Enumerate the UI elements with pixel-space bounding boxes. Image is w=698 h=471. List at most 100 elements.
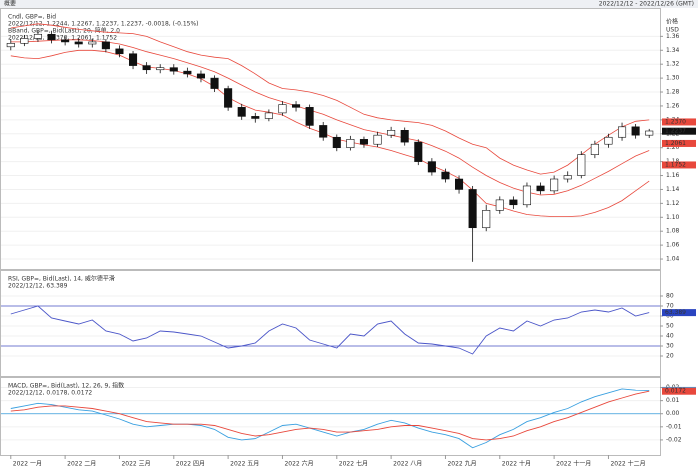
- candle-body: [264, 112, 273, 119]
- price-panel: [0, 8, 661, 270]
- candle-body: [278, 104, 287, 114]
- price-tag: [662, 118, 696, 126]
- legend-text: BBand, GBP=, Bid(Last), 20, 简单, 2.0: [8, 27, 120, 35]
- price-tag-label: 1.1752: [665, 161, 686, 168]
- candle-body: [210, 77, 219, 89]
- y-tick-label: -0.02: [666, 436, 682, 443]
- candle-body: [20, 38, 29, 44]
- x-tick-label: 2022 二月: [67, 461, 96, 468]
- candle-body: [251, 116, 260, 119]
- price-tag: [662, 127, 696, 135]
- candle-body: [400, 130, 409, 143]
- bollinger-band: [10, 23, 650, 175]
- candle-body: [468, 189, 477, 229]
- candle-body: [224, 88, 233, 108]
- y-tick-label: -0.01: [666, 423, 682, 430]
- price-tag-label: 1.2061: [665, 140, 686, 147]
- y-tick-label: 30: [666, 343, 674, 350]
- candle-body: [604, 136, 613, 145]
- candle-body: [156, 67, 165, 71]
- axis-label: 价格: [666, 18, 678, 26]
- candle-body: [115, 48, 124, 55]
- y-tick-label: 0.00: [666, 410, 680, 417]
- legend-text: RSI, GBP=, Bid(Last), 14, 威尔德平滑: [8, 275, 115, 283]
- y-tick-label: 50: [666, 323, 674, 330]
- y-tick-label: 1.16: [666, 172, 680, 179]
- y-tick-label: 1.14: [666, 186, 680, 193]
- x-tick-label: 2022 十二月: [610, 460, 645, 468]
- candle-body: [522, 185, 531, 206]
- y-tick-label: 1.12: [666, 200, 680, 207]
- price-tag: [662, 387, 696, 395]
- candle-body: [563, 175, 572, 180]
- candle-body: [414, 141, 423, 162]
- candle-body: [550, 178, 559, 192]
- candle-body: [183, 70, 192, 75]
- candle-body: [590, 143, 599, 155]
- candle-body: [61, 39, 70, 43]
- y-tick-label: 80: [666, 293, 674, 300]
- indicator-line: [10, 388, 650, 449]
- y-tick-label: 1.10: [666, 214, 680, 221]
- candle-body: [536, 185, 545, 192]
- price-tag: [662, 161, 696, 169]
- candle-body: [495, 199, 504, 211]
- candle-body: [237, 107, 246, 117]
- y-tick-label: 1.34: [666, 47, 680, 54]
- candle-body: [577, 154, 586, 176]
- candle-body: [196, 73, 205, 79]
- candle-body: [319, 125, 328, 138]
- legend-text: 2022/12/12, 0.0178, 0.0172: [8, 390, 92, 397]
- indicator-line: [10, 305, 650, 355]
- x-tick-label: 2022 三月: [121, 461, 150, 468]
- x-tick-label: 2022 七月: [339, 460, 368, 468]
- header-bar: [0, 0, 698, 8]
- candle-body: [305, 107, 314, 126]
- y-tick-label: 1.32: [666, 61, 680, 68]
- y-tick-label: 40: [666, 333, 674, 340]
- price-tag: [662, 139, 696, 147]
- header-right: 2022/12/12 - 2022/12/26 (GMT): [599, 1, 694, 8]
- candle-body: [74, 41, 83, 45]
- x-tick-label: 2022 八月: [393, 461, 422, 468]
- candle-body: [101, 41, 110, 50]
- y-tick-label: 1.20: [666, 144, 680, 151]
- y-tick-label: 70: [666, 303, 674, 310]
- y-tick-label: 1.06: [666, 242, 680, 249]
- y-tick-label: 20: [666, 353, 674, 360]
- candle-body: [441, 171, 450, 180]
- x-tick-label: 2022 十月: [502, 460, 531, 468]
- candle-body: [509, 199, 518, 206]
- candle-body: [618, 126, 627, 138]
- candle-body: [455, 178, 464, 190]
- y-tick-label: 1.36: [666, 33, 680, 40]
- candle-body: [142, 65, 151, 71]
- indicator-line: [10, 390, 650, 441]
- candle-body: [645, 130, 654, 136]
- candle-body: [631, 126, 640, 136]
- y-tick-label: 1.30: [666, 75, 680, 82]
- candle-body: [6, 43, 15, 48]
- legend-text: Cndl, GBP=, Bid: [8, 14, 56, 21]
- bollinger-band: [10, 49, 650, 217]
- x-tick-label: 2022 十一月: [556, 460, 591, 468]
- x-tick-label: 2022 四月: [176, 461, 205, 468]
- rsi-panel: [0, 270, 661, 377]
- candle-body: [47, 33, 56, 41]
- candle-body: [88, 41, 97, 45]
- candle-body: [373, 134, 382, 145]
- price-tag: [662, 309, 696, 317]
- candle-body: [427, 161, 436, 173]
- legend-text: 2022/12/12, 1.2370, 1.2061, 1.1752: [8, 35, 117, 42]
- candle-body: [292, 104, 301, 108]
- candle-body: [387, 130, 396, 136]
- price-tag-label: 1.2237: [665, 128, 686, 135]
- y-tick-label: 1.28: [666, 89, 680, 96]
- price-tag-label: 0.0172: [665, 388, 686, 395]
- x-tick-label: 2022 五月: [230, 461, 259, 468]
- bollinger-band: [10, 39, 650, 196]
- x-tick-label: 2022 六月: [284, 460, 313, 468]
- candle-body: [129, 53, 138, 66]
- candle-body: [169, 67, 178, 72]
